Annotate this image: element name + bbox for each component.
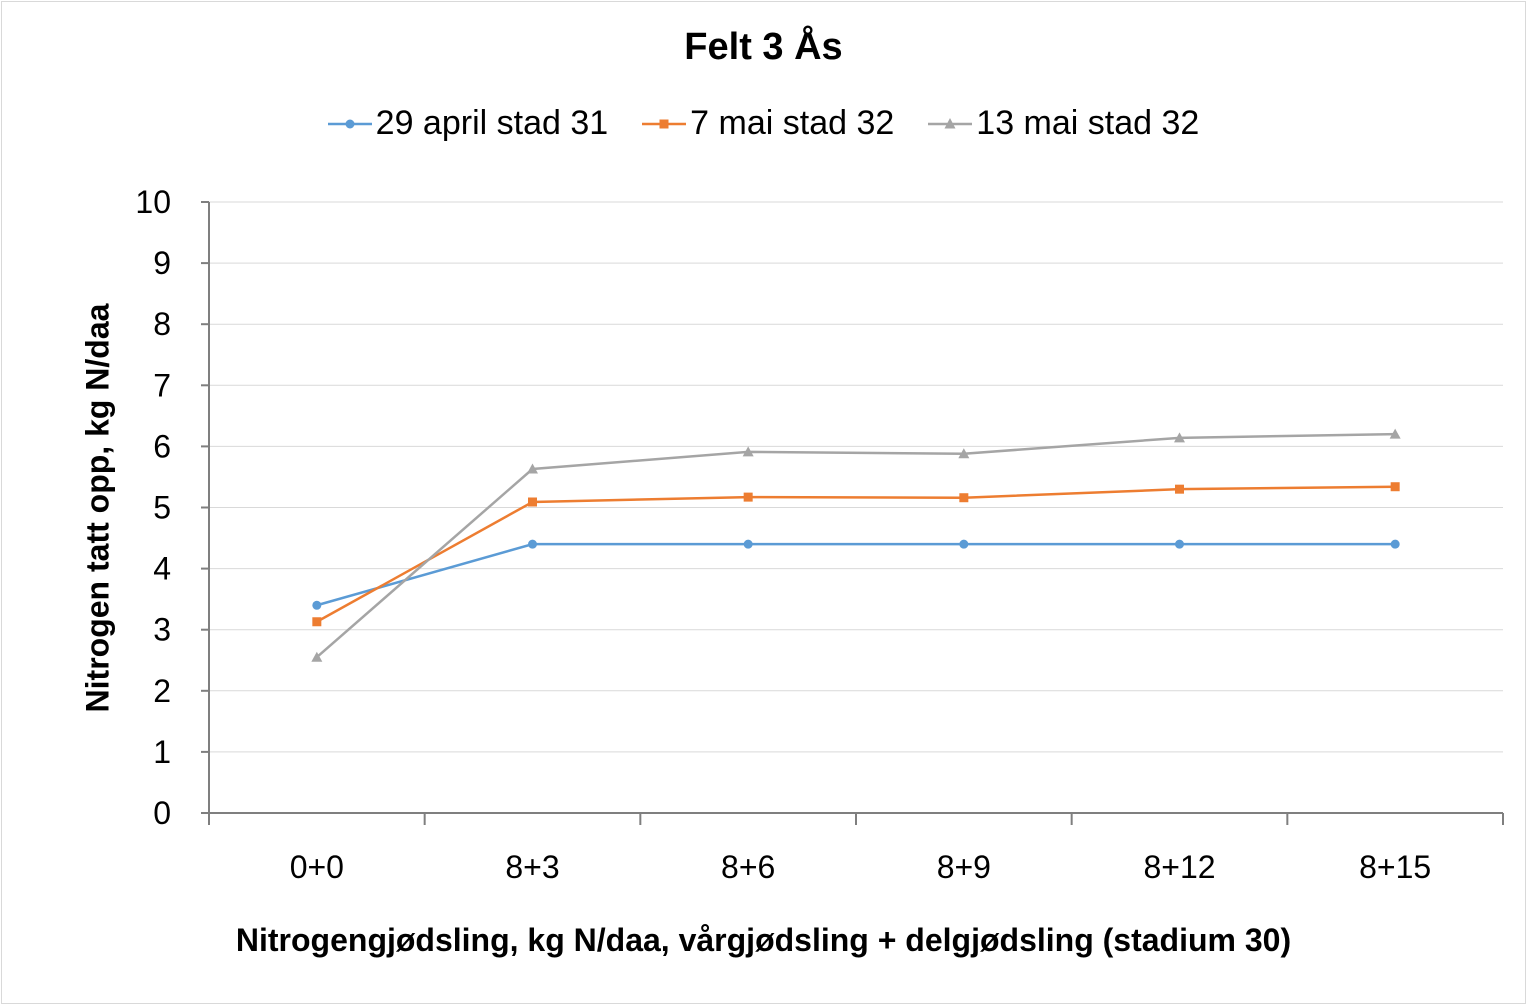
x-tick-label: 8+12 xyxy=(1143,849,1215,885)
data-point xyxy=(1174,432,1185,443)
x-tick-label: 8+15 xyxy=(1359,849,1431,885)
data-point xyxy=(742,446,754,457)
x-tick-label: 8+3 xyxy=(505,849,559,885)
y-tick-label: 10 xyxy=(135,184,171,220)
data-point xyxy=(1390,539,1400,549)
legend: 29 april stad 31 7 mai stad 32 13 mai stad… xyxy=(0,104,1527,143)
x-tick-label: 0+0 xyxy=(290,849,344,885)
y-tick-label: 9 xyxy=(153,245,171,281)
data-point xyxy=(743,539,753,549)
chart-title: Felt 3 Ås xyxy=(684,26,843,68)
data-point xyxy=(312,617,322,627)
x-tick-label: 8+9 xyxy=(937,849,991,885)
data-point xyxy=(527,463,538,474)
legend-item: 13 mai stad 32 xyxy=(928,104,1199,143)
legend-swatch xyxy=(642,119,687,128)
data-point xyxy=(1390,482,1400,492)
x-tick-label: 8+6 xyxy=(721,849,775,885)
series-line-1 xyxy=(316,542,1396,607)
data-point xyxy=(743,492,753,502)
legend-label: 13 mai stad 32 xyxy=(976,104,1200,142)
x-axis-label: Nitrogengjødsling, kg N/daa, vårgjødslin… xyxy=(235,922,1292,958)
data-point xyxy=(1389,428,1401,439)
y-tick-label: 7 xyxy=(153,367,171,403)
y-tick-label: 4 xyxy=(153,551,171,587)
data-point xyxy=(959,539,969,549)
legend-item: 7 mai stad 32 xyxy=(642,104,894,143)
legend-item: 29 april stad 31 xyxy=(327,104,609,143)
data-point xyxy=(958,448,970,459)
y-tick-label: 3 xyxy=(153,612,171,648)
legend-label: 7 mai stad 32 xyxy=(690,104,895,142)
y-tick-label: 5 xyxy=(153,490,171,526)
y-tick-label: 1 xyxy=(153,734,171,770)
data-point xyxy=(1175,484,1184,494)
series-line-2 xyxy=(316,485,1396,623)
data-point xyxy=(1175,539,1184,549)
legend-label: 29 april stad 31 xyxy=(375,104,609,142)
data-point xyxy=(528,539,537,549)
y-tick-label: 8 xyxy=(153,306,171,342)
data-point xyxy=(528,497,537,507)
data-point xyxy=(312,600,322,610)
series-line-3 xyxy=(316,432,1396,659)
y-tick-label: 6 xyxy=(153,428,171,464)
data-point xyxy=(959,493,969,503)
legend-swatch xyxy=(928,117,973,128)
y-tick-label: 2 xyxy=(153,673,171,709)
data-point xyxy=(311,651,323,662)
legend-swatch xyxy=(327,119,372,128)
y-tick-label: 0 xyxy=(153,795,171,831)
